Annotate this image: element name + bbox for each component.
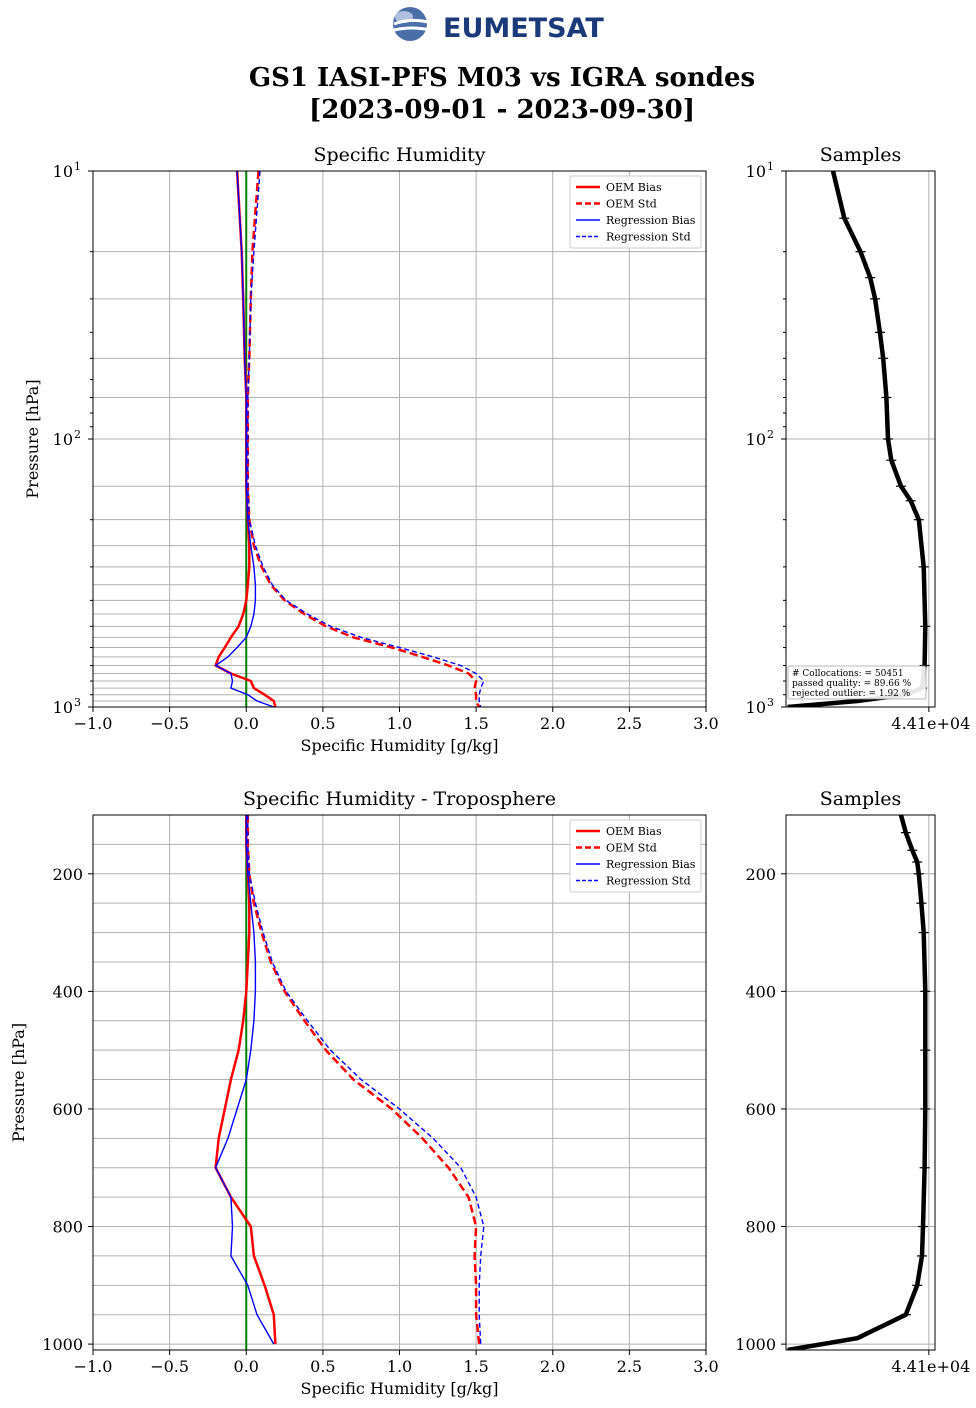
series-line-regression-std <box>247 170 485 708</box>
y-tick-base: 10 <box>53 430 73 449</box>
legend-label: Regression Bias <box>606 214 696 227</box>
x-tick-label: 2.5 <box>617 1357 642 1376</box>
series-line-regression-bias <box>214 815 275 1345</box>
y-tick-label: 200 <box>745 865 776 884</box>
x-tick-label: 2.0 <box>540 714 565 733</box>
stats-passed-quality: passed quality: = 89.66 % <box>792 679 912 689</box>
chart-title: Specific Humidity <box>313 144 485 166</box>
y-tick-label: 600 <box>745 1100 776 1119</box>
y-tick-exponent: 3 <box>767 696 774 709</box>
x-tick-label: 1.5 <box>463 1357 488 1376</box>
y-tick-base: 10 <box>53 698 73 717</box>
y-tick-label: 400 <box>745 982 776 1001</box>
legend-box <box>569 175 702 249</box>
x-tick-label: 1.0 <box>387 714 412 733</box>
chart-troposphere: −1.0 −0.5 0.0 0.5 1.0 1.5 2.0 2.5 3.0 200 400 600 80… <box>9 788 719 1398</box>
plot-frame <box>785 814 936 1351</box>
x-axis-label: Specific Humidity [g/kg] <box>301 736 499 755</box>
legend-label: OEM Bias <box>606 181 662 194</box>
x-tick-label: 3.0 <box>693 714 718 733</box>
y-tick-label: 10 <box>746 162 766 181</box>
y-tick-label: 1000 <box>42 1335 83 1354</box>
stats-rejected-outlier: rejected outlier: = 1.92 % <box>792 689 911 699</box>
y-tick-label: 400 <box>52 982 83 1001</box>
y-tick-label: 10 <box>53 430 73 449</box>
legend-label: Regression Std <box>606 231 691 244</box>
y-tick-label: 10 <box>53 162 73 181</box>
x-tick-label: 0.0 <box>234 714 259 733</box>
x-tick-label: −0.5 <box>150 1357 189 1376</box>
figure-subtitle: [2023-09-01 - 2023-09-30] <box>309 95 695 125</box>
y-tick-exponent: 3 <box>74 696 81 709</box>
y-tick-exponent: 2 <box>74 428 81 441</box>
y-tick-label: 10 <box>53 698 73 717</box>
stats-collocations: # Collocations: = 50451 <box>792 669 904 679</box>
legend: OEM Bias OEM Std Regression Bias Regression… <box>569 819 702 893</box>
y-tick-exponent: 1 <box>767 160 774 173</box>
y-tick-base: 10 <box>746 162 766 181</box>
series-line-oem-bias <box>214 815 277 1345</box>
x-tick-label: 4.41e+04 <box>891 714 970 733</box>
x-tick-label: −0.5 <box>150 714 189 733</box>
plot-frame <box>92 170 707 708</box>
logo-text: EUMETSAT <box>443 13 604 44</box>
y-tick-exponent: 1 <box>74 160 81 173</box>
plot-frame <box>92 814 707 1351</box>
chart-title: Specific Humidity - Troposphere <box>243 788 556 810</box>
eumetsat-logo: EUMETSAT <box>393 7 604 44</box>
legend-label: OEM Std <box>606 198 657 211</box>
chart-title: Samples <box>820 788 902 810</box>
figure-title: GS1 IASI-PFS M03 vs IGRA sondes <box>249 63 755 93</box>
legend-label: Regression Std <box>606 875 691 888</box>
y-tick-base: 10 <box>53 162 73 181</box>
y-tick-label: 800 <box>745 1218 776 1237</box>
y-tick-label: 600 <box>52 1100 83 1119</box>
legend-label: OEM Bias <box>606 825 662 838</box>
y-tick-label: 800 <box>52 1218 83 1237</box>
x-axis-label: Specific Humidity [g/kg] <box>301 1379 499 1398</box>
y-tick-exponent: 2 <box>767 428 774 441</box>
stats-box-bg <box>787 665 927 700</box>
x-tick-label: 0.5 <box>310 714 335 733</box>
x-tick-label: 1.0 <box>387 1357 412 1376</box>
x-tick-label: 0.0 <box>234 1357 259 1376</box>
x-tick-label: −1.0 <box>74 1357 113 1376</box>
y-axis-label: Pressure [hPa] <box>9 1023 28 1142</box>
samples-line <box>787 815 928 1350</box>
y-tick-label: 200 <box>52 865 83 884</box>
y-tick-label: 10 <box>746 698 766 717</box>
series-line-oem-std <box>246 815 481 1345</box>
y-tick-base: 10 <box>746 698 766 717</box>
x-tick-label: 4.41e+04 <box>891 1357 970 1376</box>
chart-troposphere-samples: 200 400 600 800 1000 4.41e+04 Samples <box>735 788 970 1376</box>
chart-title: Samples <box>820 144 902 166</box>
y-axis-label: Pressure [hPa] <box>23 379 42 498</box>
y-tick-base: 10 <box>746 430 766 449</box>
plot-frame <box>785 170 936 708</box>
y-tick-label: 1000 <box>735 1335 776 1354</box>
series-line-regression-std <box>247 815 485 1345</box>
legend-label: OEM Std <box>606 842 657 855</box>
legend-label: Regression Bias <box>606 858 696 871</box>
x-tick-label: 0.5 <box>310 1357 335 1376</box>
y-tick-label: 10 <box>746 430 766 449</box>
x-tick-label: −1.0 <box>74 714 113 733</box>
x-tick-label: 2.0 <box>540 1357 565 1376</box>
x-tick-label: 1.5 <box>463 714 488 733</box>
legend: OEM Bias OEM Std Regression Bias Regression… <box>569 175 702 249</box>
x-tick-label: 3.0 <box>693 1357 718 1376</box>
series-line-regression-bias <box>214 170 275 708</box>
legend-box <box>569 819 702 893</box>
x-tick-label: 2.5 <box>617 714 642 733</box>
